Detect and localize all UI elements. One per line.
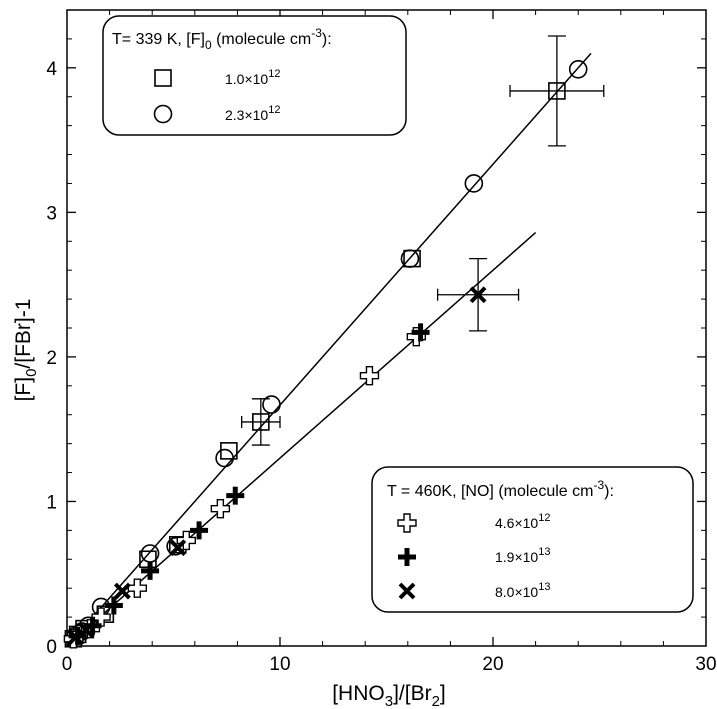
- legend-339k-title: T= 339 K, [F]0 (molecule cm-3):: [112, 26, 332, 52]
- data-point-circle: [262, 395, 281, 414]
- legend-460k-box: [371, 466, 694, 613]
- data-point-square: [252, 413, 270, 431]
- x-tick-label: 30: [695, 654, 716, 675]
- data-point-circle: [215, 448, 234, 468]
- y-tick-label: 1: [46, 492, 57, 513]
- plot-area: 0 10 20 30 0 1 2 3 4: [46, 9, 717, 675]
- legend-circle-marker: [153, 104, 173, 124]
- data-point-cross: [77, 621, 95, 639]
- y-tick-label: 0: [46, 637, 57, 658]
- y-tick-label: 2: [46, 348, 57, 369]
- data-point-cross: [469, 286, 487, 304]
- y-tick-label: 4: [46, 59, 57, 80]
- data-point-cross: [113, 582, 131, 600]
- legend-entry-plus-filled: 1.9×1013: [495, 546, 550, 565]
- data-point-plus-filled: [226, 486, 245, 505]
- data-point-circle: [464, 174, 484, 193]
- data-point-cross: [67, 628, 84, 646]
- x-axis-title: [HNO3]/[Br2]: [332, 682, 446, 709]
- legend-entry-square: 1.0×1012: [225, 68, 280, 87]
- data-point-plus-filled: [104, 596, 123, 615]
- data-point-plus-open: [176, 530, 196, 551]
- data-point-square: [548, 82, 566, 100]
- x-tick-label: 10: [269, 654, 290, 675]
- legend-460k-title: T = 460K, [NO] (molecule cm-3):: [387, 478, 614, 500]
- legend-cross-marker: [398, 582, 416, 600]
- legend-460k: T = 460K, [NO] (molecule cm-3): 4.6×1012…: [371, 466, 694, 613]
- data-point-plus-open: [359, 366, 380, 386]
- data-point-cross: [169, 539, 187, 557]
- y-axis-title: [F]0/[FBr]-1: [12, 299, 40, 402]
- data-point-plus-open: [127, 578, 147, 598]
- data-point-plus-filled: [411, 323, 430, 342]
- data-point-plus-filled: [190, 521, 209, 540]
- legend-plus-open-marker: [397, 513, 417, 533]
- fit-line-2: [66, 232, 537, 647]
- legend-entry-circle: 2.3×1012: [225, 104, 280, 123]
- fit-line-1: [66, 52, 592, 647]
- data-point-circle: [568, 59, 588, 79]
- legend-cross-glyph: [398, 582, 416, 600]
- legend-square-marker: [154, 69, 172, 87]
- legend-entry-plus-open: 4.6×1012: [495, 512, 550, 531]
- legend-339k: T= 339 K, [F]0 (molecule cm-3): 1.0×1012…: [102, 15, 407, 136]
- y-tick-label: 3: [46, 203, 57, 224]
- x-tick-label: 0: [62, 654, 73, 675]
- data-point-plus-open: [91, 607, 111, 627]
- data-point-plus-filled: [141, 561, 160, 580]
- legend-entry-cross: 8.0×1013: [495, 581, 550, 600]
- data-point-circle: [400, 249, 420, 268]
- legend-plus-filled-marker: [398, 548, 416, 566]
- x-tick-label: 20: [482, 654, 503, 675]
- legend-plus-filled-glyph: [398, 548, 416, 566]
- legend-plus-open-glyph: [397, 513, 417, 533]
- data-point-plus-open: [210, 498, 231, 519]
- error-bar: [241, 398, 281, 446]
- legend-339k-box: [102, 15, 407, 136]
- error-bar: [509, 35, 605, 147]
